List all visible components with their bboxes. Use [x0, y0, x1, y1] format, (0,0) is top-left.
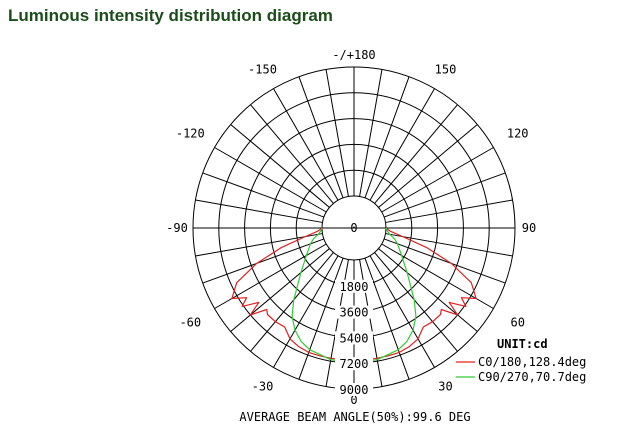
angle-label-minus-60: -60	[179, 316, 201, 330]
legend-label-c0: C0/180,128.4deg	[478, 355, 586, 369]
unit-label: UNIT:cd	[497, 337, 548, 351]
grid-spoke	[298, 76, 344, 199]
grid-spoke	[374, 104, 458, 204]
angle-label-minus-90: -90	[166, 221, 188, 235]
radial-label: 9000	[340, 383, 369, 397]
chart-title: Luminous intensity distribution diagram	[8, 6, 333, 25]
grid-spoke	[214, 147, 327, 213]
grid-spoke	[202, 238, 325, 284]
grid-spoke	[381, 147, 494, 213]
legend-label-c90: C90/270,70.7deg	[478, 370, 586, 384]
grid-spoke	[383, 172, 506, 218]
grid-spoke	[369, 255, 435, 368]
radial-label: 5400	[340, 331, 369, 345]
grid-spoke	[273, 88, 339, 201]
grid-spoke	[378, 248, 478, 332]
angle-label-minus-120: -120	[176, 127, 205, 141]
grid-spoke	[214, 243, 327, 309]
grid-spoke	[298, 257, 344, 380]
grid-spoke	[273, 255, 339, 368]
grid-spoke	[364, 257, 410, 380]
angle-label-120: 120	[507, 127, 529, 141]
angle-label-90: 90	[522, 221, 536, 235]
radial-label-bg	[335, 383, 373, 396]
grid-spoke	[385, 199, 513, 223]
grid-spoke	[230, 124, 330, 208]
radial-label: 3600	[340, 306, 369, 320]
radial-label-bg	[335, 357, 373, 371]
grid-spoke	[250, 252, 334, 352]
angle-label-0: 0	[350, 393, 357, 407]
grid-spoke	[383, 238, 506, 284]
grid-spoke	[385, 233, 513, 257]
grid-spoke	[230, 248, 330, 332]
grid-spoke	[378, 124, 478, 208]
grid-spoke	[369, 88, 435, 201]
radial-label: 1800	[340, 280, 369, 294]
grid-spoke	[250, 104, 334, 204]
radial-label-bg	[335, 305, 373, 319]
angle-label-minus-30: -30	[252, 380, 274, 394]
grid-spoke	[364, 76, 410, 199]
angle-label-30: 30	[438, 380, 452, 394]
grid-spoke	[359, 69, 383, 197]
radial-label: 0	[350, 221, 357, 235]
angle-label-minus-150: -150	[248, 63, 277, 77]
angle-label-150: 150	[435, 63, 457, 77]
radial-label-bg	[335, 331, 373, 345]
grid-spoke	[195, 233, 323, 257]
grid-spoke	[202, 172, 325, 218]
grid-spoke	[195, 199, 323, 223]
radial-label-bg	[335, 279, 373, 293]
radial-label: 7200	[340, 357, 369, 371]
beam-angle-footer: AVERAGE BEAM ANGLE(50%):99.6 DEG	[239, 410, 470, 424]
grid-spoke	[374, 252, 458, 352]
angle-label-180: -/+180	[332, 48, 375, 62]
grid-spoke	[325, 69, 349, 197]
grid-spoke	[381, 243, 494, 309]
angle-label-60: 60	[510, 316, 524, 330]
